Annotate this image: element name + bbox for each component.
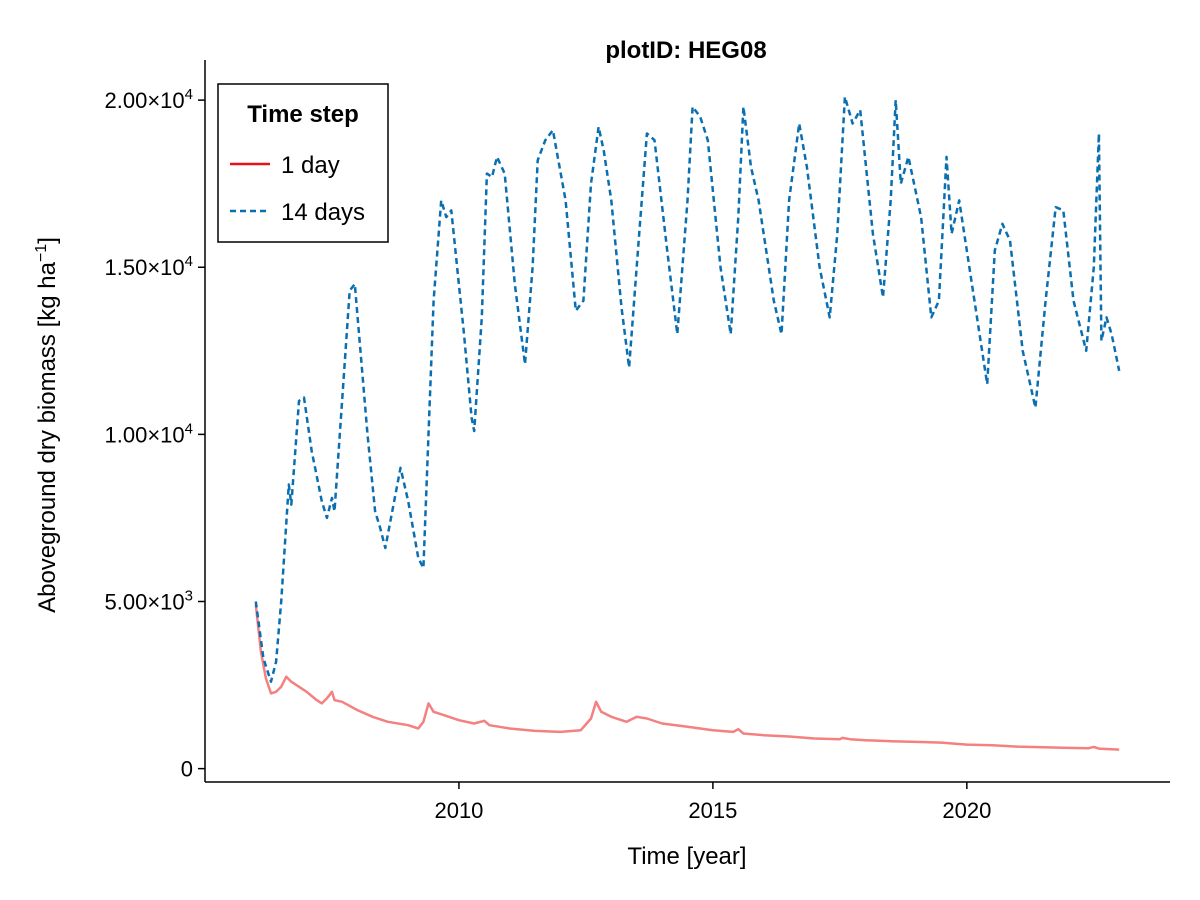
- y-axis-title-main: Aboveground dry biomass [kg ha: [34, 261, 61, 613]
- y-axis-title-end: ]: [34, 237, 61, 244]
- legend-title: Time step: [247, 101, 359, 128]
- series-line-1-day: [254, 604, 1120, 751]
- y-axis-title: Aboveground dry biomass [kg ha−1]: [33, 237, 61, 613]
- x-axis-title: Time [year]: [627, 843, 746, 870]
- y-ticks: 0 5.00×103 1.00×104 1.50×104 2.00×104: [105, 86, 205, 782]
- x-ticks: 2010 2015 2020: [434, 782, 991, 823]
- series-line-14-days: [254, 95, 1121, 683]
- y-axis-title-sup: −1: [33, 244, 50, 262]
- legend: Time step 1 day 14 days: [217, 83, 389, 243]
- legend-label-1-day: 1 day: [281, 152, 340, 179]
- y-tick-label: 5.00×103: [105, 588, 193, 615]
- chart-title: plotID: HEG08: [605, 37, 766, 64]
- y-tick-label: 1.50×104: [105, 253, 193, 280]
- x-tick-label: 2015: [688, 798, 737, 823]
- x-tick-label: 2020: [942, 798, 991, 823]
- legend-label-14-days: 14 days: [281, 199, 365, 226]
- y-tick-label: 1.00×104: [105, 420, 193, 447]
- x-tick-label: 2010: [434, 798, 483, 823]
- plot-series: [254, 95, 1121, 751]
- y-tick-label: 0: [181, 757, 193, 782]
- y-tick-label: 2.00×104: [105, 86, 193, 113]
